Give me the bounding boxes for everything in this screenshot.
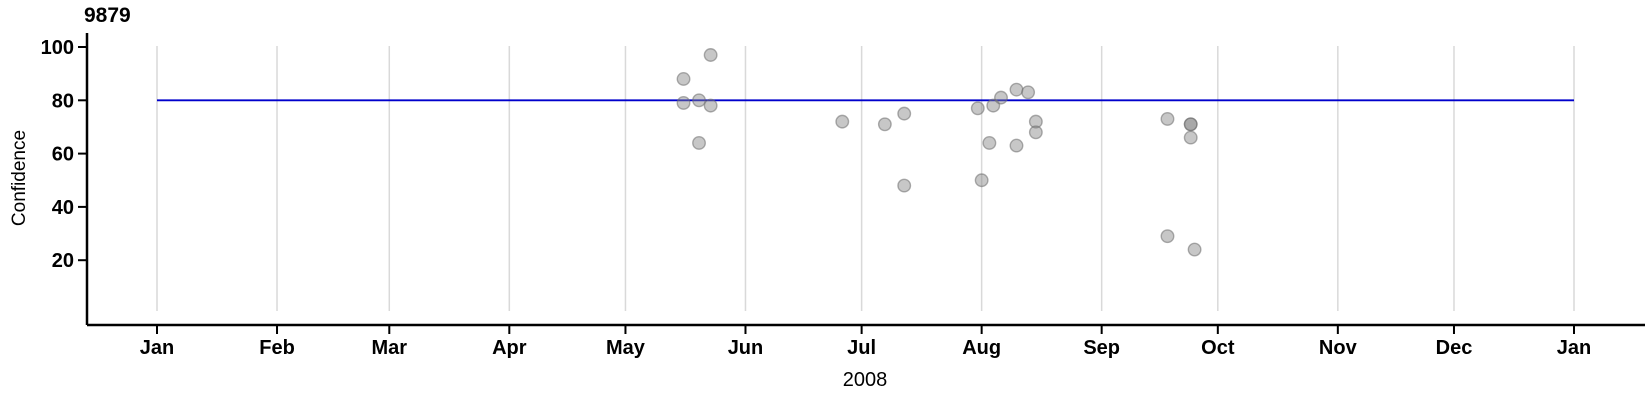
- data-point: [897, 106, 912, 121]
- y-tick-label: 100: [41, 37, 74, 59]
- data-point: [974, 173, 989, 188]
- data-point: [703, 48, 718, 62]
- data-point: [1187, 242, 1202, 257]
- x-tick-label: Apr: [492, 337, 527, 359]
- x-tick-label: Jan: [140, 337, 174, 359]
- data-point: [1028, 114, 1043, 129]
- y-tick-label: 20: [52, 250, 74, 272]
- data-point: [676, 72, 691, 86]
- x-tick-label: Mar: [372, 337, 408, 359]
- data-point: [703, 98, 718, 113]
- x-tick-label: Sep: [1083, 337, 1120, 359]
- data-point: [692, 135, 706, 150]
- x-tick-label: Jun: [728, 337, 764, 359]
- data-point: [835, 114, 850, 129]
- x-tick-label: Oct: [1201, 337, 1235, 359]
- data-point: [692, 93, 706, 108]
- data-point: [1021, 85, 1036, 100]
- x-tick-label: Nov: [1319, 337, 1358, 359]
- y-tick-label: 60: [52, 144, 74, 166]
- data-point: [877, 117, 892, 132]
- chart-title: 9879: [84, 4, 131, 27]
- data-point: [1160, 229, 1175, 244]
- data-point: [1183, 117, 1198, 132]
- x-tick-label: Jul: [847, 337, 876, 359]
- y-tick-label: 80: [52, 90, 74, 112]
- data-point: [1009, 82, 1024, 97]
- x-axis-title: 2008: [842, 369, 888, 391]
- x-tick-label: Jan: [1557, 337, 1591, 359]
- data-point: [970, 101, 985, 116]
- data-point: [1160, 112, 1175, 126]
- data-point: [897, 178, 912, 193]
- data-point: [982, 135, 997, 150]
- data-point: [994, 90, 1008, 105]
- x-tick-label: Dec: [1436, 337, 1473, 359]
- data-point: [1183, 130, 1198, 145]
- x-tick-label: Aug: [962, 337, 1001, 359]
- data-point: [1028, 125, 1043, 140]
- x-tick-label: May: [606, 337, 646, 359]
- y-tick-label: 40: [52, 197, 74, 219]
- x-tick-label: Feb: [259, 337, 295, 359]
- data-point: [676, 96, 691, 110]
- data-point: [1009, 138, 1024, 153]
